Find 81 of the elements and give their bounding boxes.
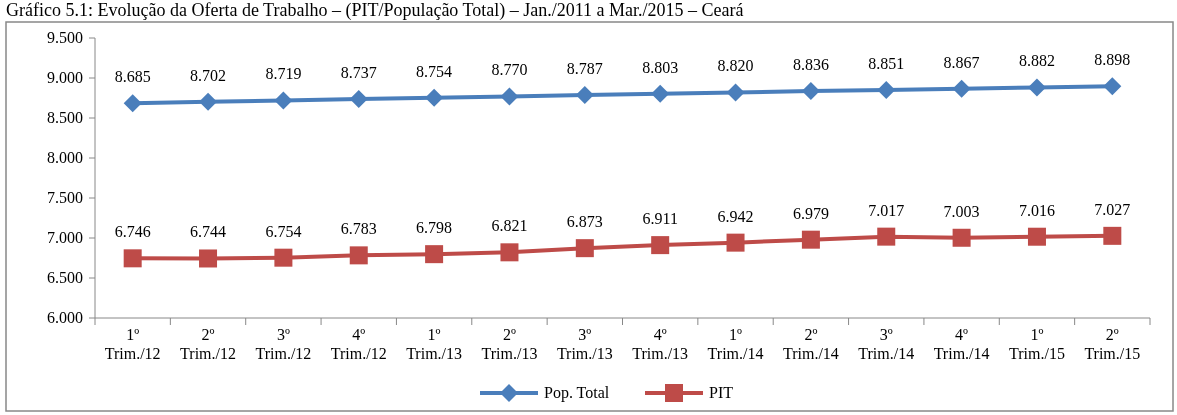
x-tick-label: 1º Trim./15 [1009,326,1065,362]
point [349,90,368,109]
y-tick-label: 8.000 [47,149,83,166]
y-tick-label: 6.500 [47,269,83,286]
legend-label: PIT [709,384,734,401]
data-label: 8.836 [792,56,829,74]
point [651,84,670,103]
point [425,88,444,107]
x-tick-label: 2º Trim./13 [481,326,538,362]
point [274,248,293,267]
y-tick-label: 8.500 [47,109,83,126]
data-label: 8.719 [265,65,302,83]
point [199,249,218,268]
x-tick-label: 2º Trim./12 [180,326,236,362]
point [877,227,896,246]
data-label: 6.821 [491,217,528,235]
x-tick-label: 3º Trim./12 [255,326,312,362]
data-label: 8.867 [943,53,980,71]
data-label: 7.027 [1094,200,1131,218]
y-tick-label: 7.500 [47,189,83,206]
data-label: 6.873 [566,213,603,231]
data-label: 6.798 [416,219,453,237]
point [801,82,820,101]
x-tick-label: 3º Trim./14 [858,326,915,362]
point [425,245,444,264]
point [575,239,594,258]
data-label: 8.898 [1094,51,1131,69]
point [1027,78,1046,97]
x-tick-label: 1º Trim./12 [104,326,161,362]
data-label: 6.979 [792,204,829,222]
data-label: 6.783 [340,220,377,238]
data-label: 7.017 [868,201,905,219]
point [123,249,142,268]
y-tick-label: 7.000 [47,229,83,246]
data-label: 7.003 [943,202,980,220]
data-label: 6.942 [717,207,754,225]
data-label: 7.016 [1018,201,1055,219]
y-tick-label: 9.500 [47,29,83,46]
data-label: 8.882 [1018,52,1055,70]
x-tick-label: 4º Trim./12 [330,326,387,362]
point [274,91,293,110]
point [726,83,745,102]
data-label: 8.754 [416,62,453,80]
x-tick-label: 2º Trim./15 [1084,326,1141,362]
point [349,246,368,265]
point [500,87,519,106]
point [123,94,142,113]
y-tick-label: 9.000 [47,69,83,86]
data-label: 8.803 [642,58,679,76]
chart-title: Gráfico 5.1: Evolução da Oferta de Trabalho – (PIT/População Total) – Jan./2011 a Mar./2015 – Ceará [6,0,744,21]
x-tick-label: 2º Trim./14 [782,326,839,362]
data-label: 8.685 [114,68,151,86]
x-tick-label: 4º Trim./13 [632,326,689,362]
data-label: 8.770 [491,61,528,79]
point [1027,227,1046,246]
data-label: 8.820 [717,57,754,75]
x-tick-label: 1º Trim./14 [707,326,764,362]
data-label: 8.787 [566,60,603,78]
point [575,86,594,105]
point [877,80,896,99]
point [500,243,519,262]
point [199,92,218,111]
data-label: 6.911 [642,210,678,228]
point [1103,226,1122,245]
legend-label: Pop. Total [544,384,610,402]
data-label: 8.702 [190,66,227,84]
data-label: 8.851 [868,54,905,72]
point [801,230,820,249]
data-label: 6.746 [114,223,151,241]
point [726,233,745,252]
x-tick-label: 1º Trim./13 [406,326,463,362]
point [952,228,971,247]
x-tick-label: 4º Trim./14 [933,326,990,362]
point [651,236,670,255]
point [952,79,971,98]
data-label: 6.744 [190,223,227,241]
data-label: 8.737 [340,64,377,82]
point [1103,77,1122,96]
x-tick-label: 3º Trim./13 [556,326,613,362]
data-label: 6.754 [265,222,302,240]
y-tick-label: 6.000 [47,309,83,326]
